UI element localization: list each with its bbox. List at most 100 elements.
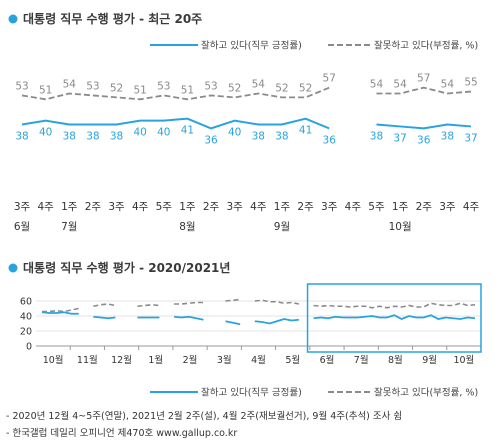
- chart2-plot: 0 20 40 60 10월 11월 12월 1월 2월 3월 4월 5월 6월 7월 8월 9월 10월: [20, 283, 482, 366]
- data-label-approve: 38: [275, 131, 288, 143]
- series-line-disapprove: [174, 301, 204, 305]
- data-label-disapprove: 53: [86, 80, 99, 92]
- x-tick-label: 3주: [14, 201, 31, 213]
- data-label-disapprove: 54: [252, 79, 266, 91]
- x-tick-label: 2주: [416, 201, 433, 213]
- y-tick-label: 20: [20, 327, 32, 338]
- x-tick-label: 1주: [392, 201, 409, 213]
- data-label-approve: 38: [370, 131, 383, 143]
- x-month-label: 3월: [217, 354, 232, 366]
- data-label-disapprove: 52: [275, 82, 288, 94]
- data-label-disapprove: 52: [299, 82, 312, 94]
- chart1-plot: 38 40 38 38 38 40 40 41 36 40 38 38 41 36 38 37 36 38 37 53…: [15, 73, 477, 147]
- series-line-approve: [93, 315, 116, 320]
- x-month-label: 8월: [388, 354, 403, 366]
- x-tick-label: 4주: [345, 201, 362, 213]
- x-tick-label: 5주: [368, 201, 385, 213]
- x-month-label: 10월: [389, 221, 412, 233]
- data-label-disapprove: 54: [441, 79, 455, 91]
- x-tick-label: 4주: [250, 201, 267, 213]
- y-tick-label: 0: [26, 342, 32, 353]
- series-line-disapprove: [42, 307, 79, 313]
- data-label-disapprove: 53: [15, 80, 28, 92]
- chart2-title: 대통령 직무 수행 평가 - 2020/2021년: [23, 260, 230, 275]
- data-label-disapprove: 57: [323, 73, 336, 85]
- data-label-approve: 36: [323, 134, 337, 146]
- x-month-label: 8월: [179, 221, 195, 233]
- x-tick-label: 3주: [439, 201, 456, 213]
- x-month-label: 7월: [354, 354, 369, 366]
- x-month-label: 7월: [61, 221, 77, 233]
- series-line-approve: [41, 311, 79, 315]
- data-label-disapprove: 51: [39, 84, 52, 96]
- data-label-disapprove: 57: [417, 73, 430, 85]
- title-bullet-icon: [8, 263, 18, 273]
- data-label-approve: 41: [299, 125, 312, 137]
- x-tick-label: 5주: [156, 201, 173, 213]
- x-tick-label: 4주: [37, 201, 54, 213]
- footnote-2: - 한국갤럽 데일리 오피니언 제470호 www.gallup.co.kr: [6, 427, 237, 439]
- series-line-approve: [225, 320, 241, 326]
- legend-disapprove-label: 잘못하고 있다(부정률, %): [374, 40, 478, 52]
- x-tick-label: 4주: [132, 201, 149, 213]
- title-bullet-icon: [8, 14, 18, 24]
- data-label-disapprove: 54: [393, 79, 407, 91]
- data-label-approve: 38: [63, 131, 76, 143]
- x-tick-label: 2주: [203, 201, 220, 213]
- x-tick-label: 2주: [85, 201, 102, 213]
- recent-range-highlight: [306, 283, 482, 353]
- x-month-label: 1월: [148, 354, 163, 366]
- data-label-approve: 41: [181, 125, 194, 137]
- data-label-disapprove: 51: [133, 84, 146, 96]
- legend2-disapprove-label: 잘못하고 있다(부정률, %): [374, 387, 478, 399]
- series-line-disapprove: [93, 303, 116, 308]
- x-tick-label: 1주: [179, 201, 196, 213]
- x-tick-label: 1주: [274, 201, 291, 213]
- x-tick-label: 2주: [297, 201, 314, 213]
- x-month-label: 6월: [320, 354, 335, 366]
- x-tick-label: 3주: [227, 201, 244, 213]
- x-tick-label: 3주: [321, 201, 338, 213]
- series-line-disapprove: [313, 302, 476, 309]
- data-label-approve: 38: [15, 131, 28, 143]
- data-label-approve: 37: [464, 132, 477, 144]
- x-tick-label: 3주: [108, 201, 125, 213]
- data-label-approve: 40: [157, 127, 170, 139]
- data-label-approve: 38: [86, 131, 99, 143]
- x-month-label: 5월: [285, 354, 300, 366]
- x-month-label: 6월: [14, 221, 30, 233]
- legend2-approve-label: 잘하고 있다(직무 긍정률): [201, 387, 302, 399]
- series-line-disapprove: [376, 86, 472, 95]
- data-label-disapprove: 54: [370, 79, 384, 91]
- x-month-label: 2월: [183, 354, 198, 366]
- x-month-label: 4월: [251, 354, 266, 366]
- data-label-approve: 38: [252, 131, 265, 143]
- chart1-x-axis: 3주 4주 1주 2주 3주 4주 5주 1주 2주 3주 4주 1주 2주 3주 4주 5주 1주 2주 3주 4주…: [14, 201, 480, 233]
- data-label-approve: 38: [110, 131, 123, 143]
- data-label-disapprove: 55: [464, 77, 477, 89]
- data-label-disapprove: 52: [228, 82, 241, 94]
- data-label-approve: 40: [133, 127, 146, 139]
- data-label-approve: 40: [228, 127, 241, 139]
- series-line-approve: [21, 117, 330, 130]
- series-line-disapprove: [137, 303, 160, 308]
- y-tick-label: 40: [20, 312, 32, 323]
- chart1-title: 대통령 직무 수행 평가 - 최근 20주: [23, 11, 202, 26]
- data-label-approve: 36: [417, 134, 431, 146]
- x-tick-label: 1주: [61, 201, 78, 213]
- data-label-disapprove: 51: [181, 84, 194, 96]
- x-month-label: 10월: [43, 354, 64, 366]
- data-label-approve: 38: [441, 131, 454, 143]
- data-label-disapprove: 53: [204, 80, 217, 92]
- data-label-disapprove: 52: [110, 82, 123, 94]
- x-tick-label: 4주: [463, 201, 480, 213]
- series-line-disapprove: [225, 298, 241, 302]
- data-label-approve: 37: [393, 132, 406, 144]
- series-line-disapprove: [21, 86, 330, 101]
- x-month-label: 9월: [274, 221, 290, 233]
- x-month-label: 11월: [77, 354, 98, 366]
- x-month-label: 10월: [453, 354, 474, 366]
- data-label-disapprove: 53: [157, 80, 170, 92]
- legend-approve-label: 잘하고 있다(직무 긍정률): [201, 40, 302, 52]
